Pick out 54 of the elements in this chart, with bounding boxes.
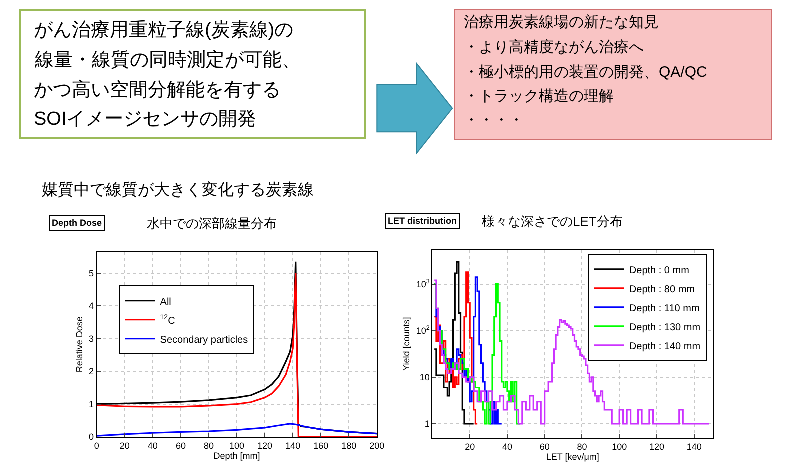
y-tick-label: 10$^{2}$	[416, 325, 430, 336]
y-axis-title: Relative Dose	[74, 316, 84, 373]
y-tick-label: 10$^{3}$	[416, 278, 430, 290]
x-tick-label: 120	[649, 442, 664, 452]
x-tick-label: 140	[286, 440, 301, 451]
y-tick-label: 0	[89, 432, 94, 442]
x-tick-label: 80	[577, 442, 588, 452]
y-tick-label: 1	[89, 399, 94, 410]
chart-title: Depth Dose	[52, 218, 102, 228]
text: ・トラック構造の理解	[464, 88, 614, 105]
x-tick-label: 180	[342, 440, 357, 451]
x-tick-label: 200	[370, 440, 385, 451]
y-tick-label: 3	[89, 334, 94, 344]
legend-label: Depth : 130 mm	[629, 322, 701, 334]
y-tick-label: 5	[89, 268, 94, 278]
legend-label: All	[160, 296, 172, 308]
x-tick-label: 40	[148, 440, 158, 451]
x-tick-label: 120	[258, 440, 273, 451]
x-tick-label: 80	[204, 440, 214, 451]
text: かつ高い空間分解能を有する	[34, 79, 281, 101]
legend-label: Depth : 0 mm	[629, 265, 690, 276]
chart-subtitle: 様々な深さでのLET分布	[482, 214, 623, 229]
text: 線量・線質の同時測定が可能、	[34, 49, 301, 71]
x-tick-label: 40	[502, 442, 512, 452]
x-axis-title: Depth [mm]	[214, 450, 260, 461]
x-tick-label: 100	[229, 440, 245, 451]
y-tick-label: 1	[424, 419, 430, 430]
legend-label: $^{12}$C	[160, 314, 176, 327]
text: ・・・・	[464, 112, 524, 129]
x-tick-label: 160	[314, 440, 329, 451]
text: がん治療用重粒子線(炭素線)の	[34, 19, 294, 41]
x-tick-label: 140	[686, 442, 702, 452]
y-tick-label: 10	[420, 372, 430, 383]
x-tick-label: 20	[465, 442, 476, 452]
chart-title: LET distribution	[388, 216, 457, 226]
x-tick-label: 20	[120, 440, 130, 451]
x-tick-label: 60	[540, 442, 550, 452]
x-tick-label: 60	[176, 440, 186, 451]
text: 治療用炭素線場の新たな知見	[464, 14, 659, 31]
y-tick-label: 2	[89, 366, 94, 377]
legend-label: Depth : 140 mm	[629, 341, 701, 352]
text: SOIイメージセンサの開発	[34, 109, 257, 130]
text: ・より高精度ながん治療へ	[464, 39, 644, 56]
legend-label: Depth : 110 mm	[629, 303, 700, 314]
text: 媒質中で線質が大きく変化する炭素線	[42, 181, 314, 199]
text: ・極小標的用の装置の開発、QA/QC	[464, 64, 708, 81]
x-axis-title: LET [kev/μm]	[546, 452, 600, 462]
x-tick-label: 100	[612, 442, 628, 452]
line-series	[96, 423, 378, 437]
chart-subtitle: 水中での深部線量分布	[147, 216, 277, 231]
legend-label: Secondary particles	[160, 334, 248, 346]
y-tick-label: 4	[89, 301, 94, 312]
y-axis-title: Yield [counts]	[402, 317, 412, 371]
legend-label: Depth : 80 mm	[629, 284, 695, 296]
